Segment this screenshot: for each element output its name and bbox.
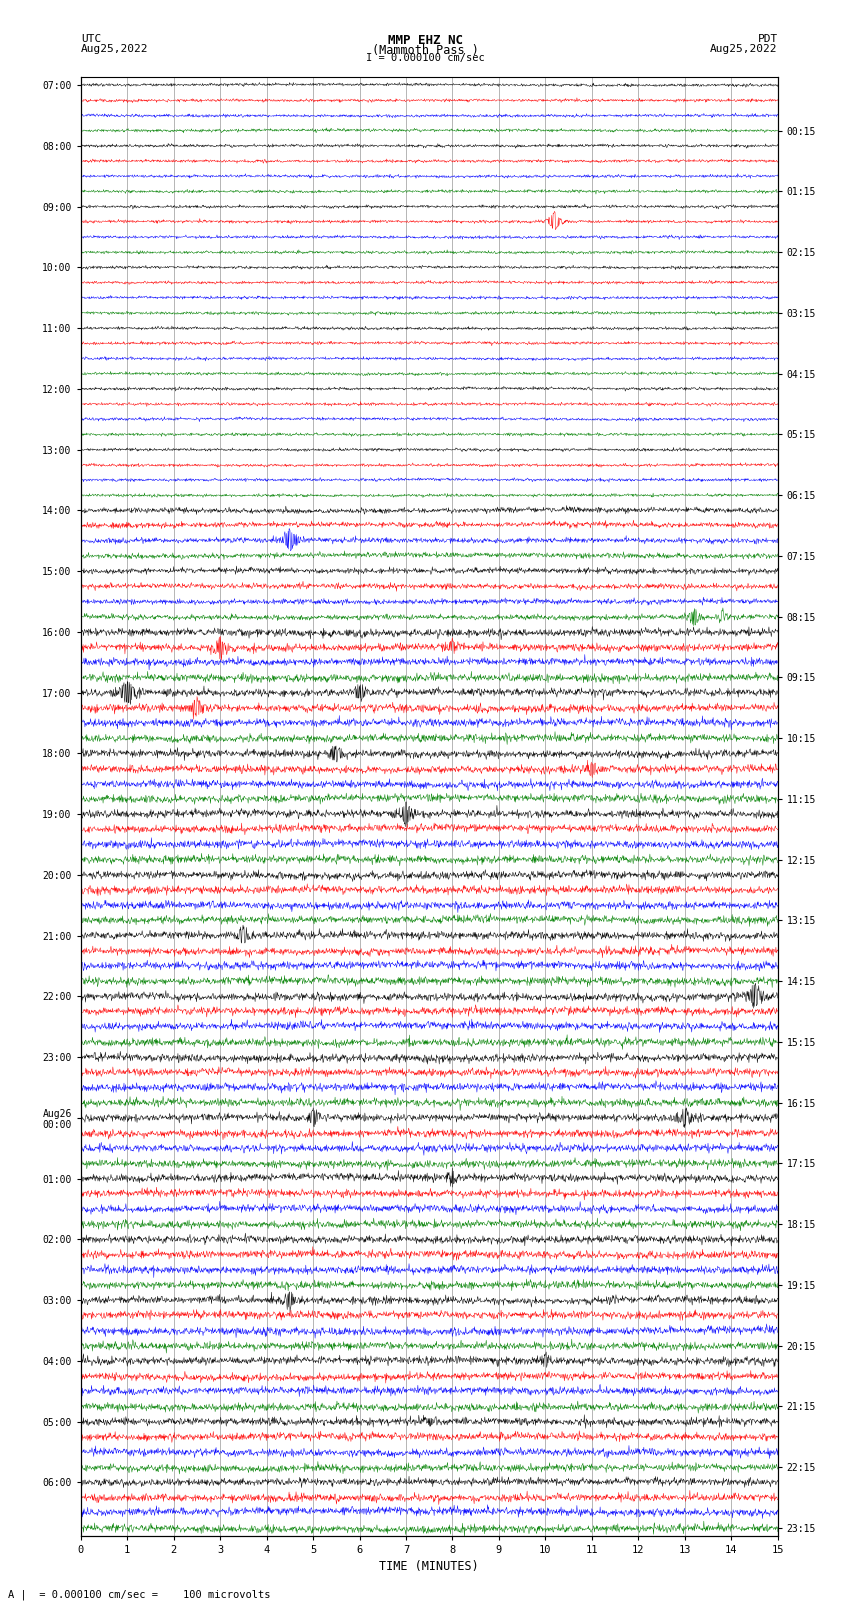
Text: PDT: PDT [757, 34, 778, 44]
Text: MMP EHZ NC: MMP EHZ NC [388, 34, 462, 47]
Text: I = 0.000100 cm/sec: I = 0.000100 cm/sec [366, 53, 484, 63]
Text: (Mammoth Pass ): (Mammoth Pass ) [371, 44, 479, 56]
Text: UTC: UTC [81, 34, 101, 44]
X-axis label: TIME (MINUTES): TIME (MINUTES) [379, 1560, 479, 1573]
Text: Aug25,2022: Aug25,2022 [81, 44, 148, 53]
Text: A |  = 0.000100 cm/sec =    100 microvolts: A | = 0.000100 cm/sec = 100 microvolts [8, 1589, 271, 1600]
Text: Aug25,2022: Aug25,2022 [711, 44, 778, 53]
